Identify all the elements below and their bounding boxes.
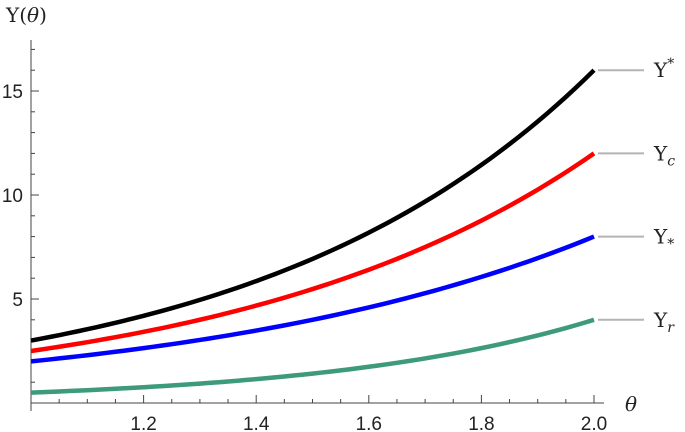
series-lines [30,68,596,395]
legend-label-base: Υ [653,141,668,165]
legend-label-upsilon-star-sub: Υ* [653,225,674,253]
legend-label-mark: * [667,237,674,253]
series-line-upsilon-star-sup [30,68,596,343]
legend-label-upsilon-r: Υr [653,308,675,336]
x-tick-label: 1.2 [130,414,156,432]
legend-label-mark: c [667,153,675,169]
axes [30,40,604,411]
series-line-upsilon-star-sub [30,234,595,364]
y-tick-label: 10 [2,186,23,207]
x-tick-label: 1.4 [243,414,270,432]
x-tick-label: 1.8 [468,414,494,432]
series-line-upsilon-r [30,317,595,395]
ticks: 5 10 15 1.2 1.4 1.6 1.8 2.0 [2,48,607,432]
legend-label-upsilon-star-sup: Υ* [653,56,674,82]
y-tick-label: 15 [2,82,23,103]
x-axis-title: θ [625,392,637,416]
legend: Υ*ΥcΥ*Υr [598,56,675,336]
y-axis-title: Υ(θ) [5,3,47,27]
legend-label-base: Υ [653,308,668,332]
legend-label-mark: * [667,56,674,72]
x-tick-label: 1.6 [356,414,382,432]
legend-label-base: Υ [653,225,668,249]
legend-label-mark: r [667,320,675,336]
series-line-upsilon-c [30,151,596,354]
legend-label-upsilon-c: Υc [653,141,675,169]
y-tick-label: 5 [12,290,23,311]
legend-label-base: Υ [653,58,668,82]
x-tick-label: 2.0 [581,414,607,432]
